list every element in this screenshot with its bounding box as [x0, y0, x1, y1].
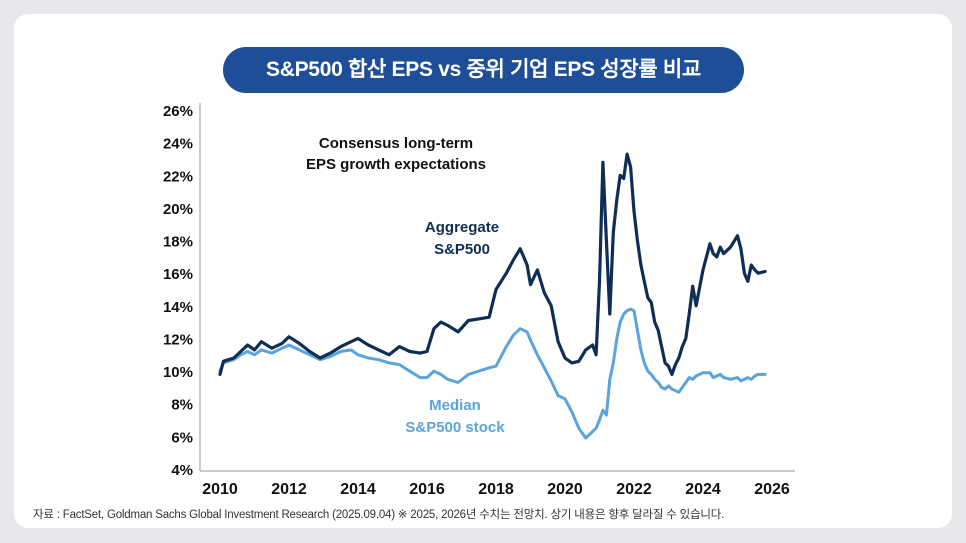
y-tick-label: 20% — [163, 201, 193, 218]
chart-card — [14, 14, 952, 528]
y-tick-label: 4% — [171, 462, 193, 479]
series-line-aggregate — [218, 152, 767, 376]
series-lines — [218, 152, 767, 440]
x-tick-label: 2016 — [409, 481, 445, 498]
y-tick-label: 12% — [163, 331, 193, 348]
x-tick-label: 2024 — [685, 481, 721, 498]
subtitle-line-1: Consensus long-term — [319, 135, 473, 152]
x-tick-label: 2018 — [478, 481, 514, 498]
chart-title: S&P500 합산 EPS vs 중위 기업 EPS 성장률 비교 — [223, 47, 744, 93]
x-tick-label: 2026 — [754, 481, 790, 498]
x-tick-label: 2014 — [340, 481, 376, 498]
x-tick-label: 2022 — [616, 481, 652, 498]
median-label-line-2: S&P500 stock — [405, 419, 505, 436]
aggregate-label-line-2: S&P500 — [434, 241, 490, 258]
x-tick-labels: 2010 2012 2014 2016 2018 2020 2022 2024 2026 — [202, 481, 790, 498]
median-label-line-1: Median — [429, 397, 481, 414]
y-tick-label: 18% — [163, 234, 193, 251]
y-tick-label: 22% — [163, 168, 193, 185]
subtitle-line-2: EPS growth expectations — [306, 156, 486, 173]
series-line-median — [218, 307, 767, 440]
source-note: 자료 : FactSet, Goldman Sachs Global Inves… — [33, 509, 725, 521]
y-tick-labels: 4% 6% 8% 10% 12% 14% 16% 18% 20% 22% 24% 26% — [163, 103, 193, 479]
y-tick-label: 16% — [163, 266, 193, 283]
aggregate-label-line-1: Aggregate — [425, 219, 499, 236]
y-tick-label: 26% — [163, 103, 193, 120]
y-tick-label: 6% — [171, 429, 193, 446]
x-tick-label: 2012 — [271, 481, 307, 498]
y-tick-label: 14% — [163, 299, 193, 316]
x-tick-label: 2010 — [202, 481, 238, 498]
y-tick-label: 8% — [171, 397, 193, 414]
y-tick-label: 24% — [163, 136, 193, 153]
y-tick-label: 10% — [163, 364, 193, 381]
x-tick-label: 2020 — [547, 481, 583, 498]
